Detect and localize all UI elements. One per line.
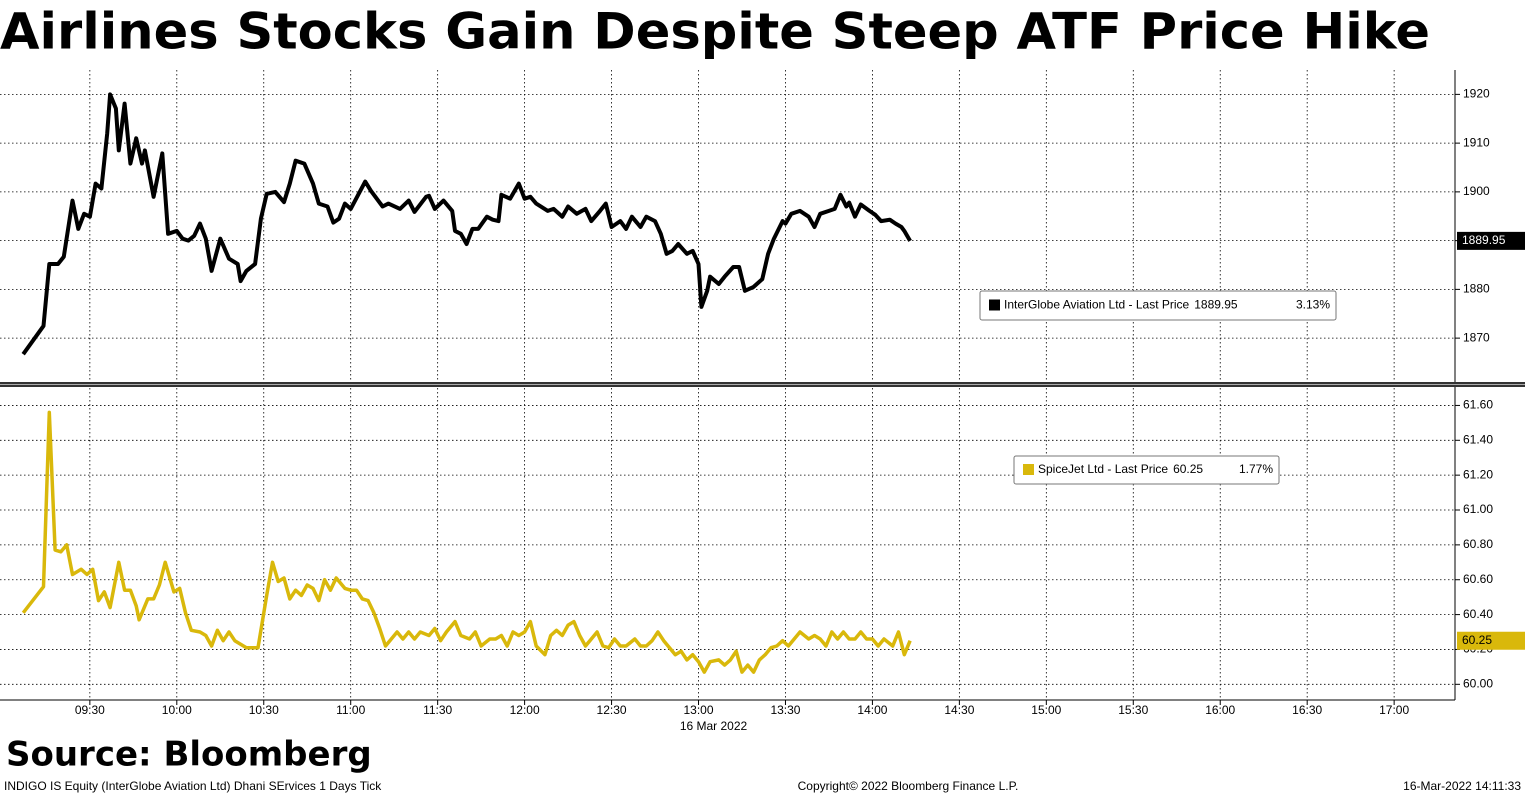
x-tick-label: 16:00: [1205, 703, 1235, 717]
y-tick-label: 60.60: [1463, 572, 1493, 586]
x-tick-label: 10:30: [249, 703, 279, 717]
legend-value: 1889.95: [1194, 298, 1238, 312]
x-tick-label: 12:30: [597, 703, 627, 717]
x-tick-label: 16:30: [1292, 703, 1322, 717]
x-tick-label: 11:30: [423, 703, 452, 717]
y-tick-label: 61.40: [1463, 432, 1493, 446]
x-tick-label: 12:00: [510, 703, 540, 717]
x-tick-label: 10:00: [162, 703, 192, 717]
x-tick-label: 17:00: [1379, 703, 1409, 717]
y-tick-label: 1880: [1463, 282, 1490, 296]
legend-box: [1013, 455, 1280, 485]
x-tick-label: 11:00: [336, 703, 365, 717]
y-tick-label: 1920: [1463, 87, 1490, 101]
y-tick-label: 61.00: [1463, 502, 1493, 516]
footer-left: INDIGO IS Equity (InterGlobe Aviation Lt…: [4, 779, 382, 793]
footer-right: 16-Mar-2022 14:11:33: [1403, 779, 1521, 793]
legend-swatch: [989, 299, 1000, 311]
y-tick-label: 61.20: [1463, 467, 1493, 481]
x-tick-label: 14:30: [944, 703, 974, 717]
footer-center: Copyright© 2022 Bloomberg Finance L.P.: [798, 779, 1019, 793]
x-tick-label: 15:00: [1031, 703, 1061, 717]
x-tick-label: 15:30: [1118, 703, 1148, 717]
legend-swatch: [1023, 464, 1034, 475]
y-tick-label: 1870: [1463, 330, 1490, 344]
legend-name: InterGlobe Aviation Ltd - Last Price: [1004, 298, 1190, 312]
x-tick-label: 14:00: [857, 703, 887, 717]
last-price-flag: [1457, 631, 1525, 650]
y-tick-label: 60.40: [1463, 607, 1493, 621]
y-tick-label: 1900: [1463, 184, 1490, 198]
legend-box: [979, 290, 1337, 321]
price-line: [21, 410, 912, 674]
y-tick-label: 61.60: [1463, 398, 1493, 412]
x-tick-label: 13:30: [770, 703, 800, 717]
title: Airlines Stocks Gain Despite Steep ATF P…: [0, 3, 1430, 61]
y-tick-label: 60.80: [1463, 537, 1493, 551]
y-tick-label: 1910: [1463, 135, 1490, 149]
legend-change: 1.77%: [1239, 462, 1273, 476]
x-date-label: 16 Mar 2022: [680, 719, 748, 733]
last-price-label: 1889.95: [1462, 233, 1506, 247]
x-tick-label: 09:30: [75, 703, 105, 717]
legend-change: 3.13%: [1296, 298, 1330, 312]
last-price-flag: [1457, 231, 1525, 250]
legend-name: SpiceJet Ltd - Last Price: [1038, 462, 1168, 476]
x-tick-label: 13:00: [684, 703, 714, 717]
y-tick-label: 60.00: [1463, 676, 1493, 690]
source: Source: Bloomberg: [6, 735, 372, 775]
price-line: [21, 92, 912, 356]
last-price-label: 60.25: [1462, 633, 1492, 647]
legend-value: 60.25: [1173, 462, 1203, 476]
